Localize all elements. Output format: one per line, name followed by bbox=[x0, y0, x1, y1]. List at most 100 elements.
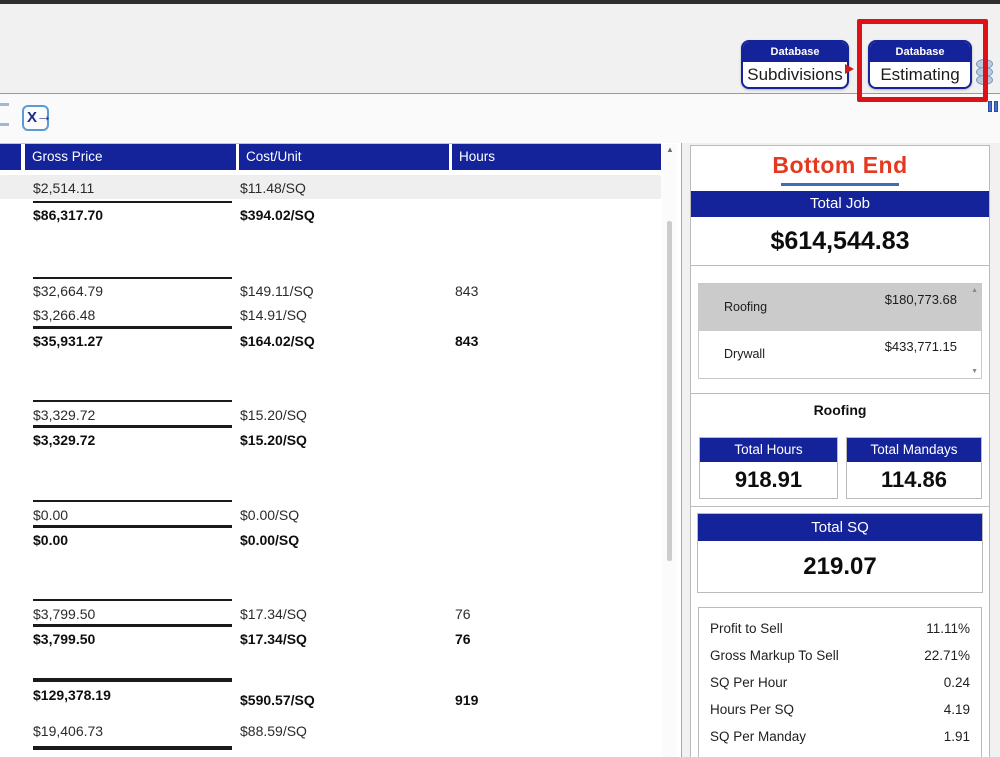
top-divider bbox=[0, 93, 1000, 94]
red-highlight-annotation bbox=[857, 19, 988, 102]
metric-value: 22.71% bbox=[924, 648, 970, 663]
database-subdivisions-button[interactable]: Database Subdivisions bbox=[741, 40, 849, 89]
database-badge: Database bbox=[743, 42, 847, 62]
grand-total-rule bbox=[33, 678, 232, 682]
database-estimating-button[interactable]: Database Estimating bbox=[868, 40, 972, 89]
trade-detail-section: Roofing Total Hours 918.91 Total Mandays… bbox=[691, 393, 989, 507]
metric-row: SQ Per Hour 0.24 bbox=[699, 669, 981, 696]
scroll-up-icon[interactable]: ▲ bbox=[971, 287, 978, 294]
total-hours-tile: Total Hours 918.91 bbox=[699, 437, 838, 499]
table-row[interactable]: $19,406.73 $88.59/SQ bbox=[0, 720, 661, 742]
hours-cell: 843 bbox=[455, 333, 479, 349]
gross-price-cell: $3,799.50 bbox=[33, 631, 96, 647]
gross-price-cell: $19,406.73 bbox=[33, 723, 104, 739]
cost-unit-cell: $15.20/SQ bbox=[240, 432, 307, 448]
table-row[interactable]: $2,514.11 $11.48/SQ bbox=[0, 177, 661, 199]
sum-rule bbox=[33, 326, 232, 329]
metric-value: 1.91 bbox=[943, 729, 970, 744]
metric-value: 0.24 bbox=[943, 675, 970, 690]
table-row-subtotal[interactable]: $86,317.70 $394.02/SQ bbox=[0, 204, 661, 226]
sum-rule bbox=[33, 201, 232, 203]
gross-price-cell: $35,931.27 bbox=[33, 333, 104, 349]
metric-value: 11.11% bbox=[926, 621, 970, 636]
trade-value: $433,771.15 bbox=[884, 339, 957, 354]
cost-unit-cell: $0.00/SQ bbox=[240, 532, 300, 548]
clipped-toolbar-icon bbox=[0, 103, 9, 106]
toolbar bbox=[0, 94, 1000, 143]
trade-name: Drywall bbox=[724, 347, 765, 361]
table-row-subtotal[interactable]: $3,329.72 $15.20/SQ bbox=[0, 429, 661, 451]
cost-unit-cell: $11.48/SQ bbox=[240, 180, 306, 196]
metrics-section: Profit to Sell 11.11% Gross Markup To Se… bbox=[698, 607, 982, 757]
total-hours-value: 918.91 bbox=[734, 467, 803, 492]
section-divider bbox=[691, 265, 989, 266]
excel-arrow-glyph: → bbox=[36, 108, 52, 125]
cost-unit-cell: $164.02/SQ bbox=[240, 333, 315, 349]
panel-title: Bottom End bbox=[772, 152, 908, 178]
panel-title-underline bbox=[781, 183, 899, 186]
metric-label: Hours Per SQ bbox=[710, 702, 795, 717]
window-top-strip bbox=[0, 0, 1000, 4]
sum-rule bbox=[33, 599, 232, 601]
table-row-subtotal[interactable]: $0.00 $0.00/SQ bbox=[0, 529, 661, 551]
metric-row: Hours Per SQ 4.19 bbox=[699, 696, 981, 723]
table-row[interactable]: $3,799.50 $17.34/SQ 76 bbox=[0, 603, 661, 625]
table-scrollbar-thumb[interactable] bbox=[667, 221, 672, 561]
cost-unit-cell: $590.57/SQ bbox=[240, 692, 315, 708]
cost-unit-cell: $149.11/SQ bbox=[240, 283, 314, 299]
grid-header-hours[interactable]: Hours bbox=[452, 144, 661, 170]
gross-price-cell: $0.00 bbox=[33, 532, 69, 548]
metric-value: 4.19 bbox=[943, 702, 970, 717]
total-mandays-value: 114.86 bbox=[880, 467, 948, 492]
trade-detail-title: Roofing bbox=[813, 402, 867, 418]
total-hours-label: Total Hours bbox=[700, 438, 837, 462]
trade-list-item-drywall[interactable]: Drywall $433,771.15 bbox=[699, 331, 981, 378]
sum-rule bbox=[33, 500, 232, 502]
scroll-up-icon[interactable]: ▲ bbox=[666, 145, 674, 154]
total-sq-tile: Total SQ 219.07 bbox=[697, 513, 983, 593]
estimate-grid bbox=[0, 143, 661, 757]
gross-price-cell: $32,664.79 bbox=[33, 283, 104, 299]
grid-header-cost-unit[interactable]: Cost/Unit bbox=[239, 144, 449, 170]
table-row-total-clipped[interactable]: $148,784.92 bbox=[0, 751, 661, 757]
table-row-total[interactable]: $129,378.19 $590.57/SQ 919 bbox=[0, 684, 661, 708]
total-mandays-tile: Total Mandays 114.86 bbox=[846, 437, 982, 499]
table-row[interactable]: $0.00 $0.00/SQ bbox=[0, 504, 661, 526]
grid-header-gross-price[interactable]: Gross Price bbox=[25, 144, 236, 170]
gross-price-cell: $3,329.72 bbox=[33, 407, 96, 423]
gross-price-cell: $86,317.70 bbox=[33, 207, 104, 223]
gross-price-cell: $148,784.92 bbox=[33, 751, 231, 757]
table-row-subtotal[interactable]: $35,931.27 $164.02/SQ 843 bbox=[0, 330, 661, 352]
top-bar bbox=[0, 4, 1000, 93]
cost-unit-cell: $88.59/SQ bbox=[240, 723, 307, 739]
grid-header-clipped-column bbox=[0, 144, 21, 170]
table-row[interactable]: $3,329.72 $15.20/SQ bbox=[0, 404, 661, 426]
selected-row-stripe bbox=[0, 175, 661, 199]
metric-label: SQ Per Hour bbox=[710, 675, 788, 690]
metric-label: SQ Per Manday bbox=[710, 729, 807, 744]
total-sq-value: 219.07 bbox=[803, 553, 877, 580]
metric-row: Profit to Sell 11.11% bbox=[699, 615, 981, 642]
cost-unit-cell: $14.91/SQ bbox=[240, 307, 307, 323]
total-job-value: $614,544.83 bbox=[770, 227, 910, 255]
sum-rule bbox=[33, 425, 232, 428]
table-row-subtotal[interactable]: $3,799.50 $17.34/SQ 76 bbox=[0, 628, 661, 650]
table-row[interactable]: $3,266.48 $14.91/SQ bbox=[0, 304, 661, 326]
metric-row: SQ Per Manday 1.91 bbox=[699, 723, 981, 750]
clipped-toolbar-icon bbox=[0, 123, 9, 126]
cost-unit-cell: $17.34/SQ bbox=[240, 606, 307, 622]
cost-unit-cell: $17.34/SQ bbox=[240, 631, 307, 647]
gross-price-cell: $3,799.50 bbox=[33, 606, 96, 622]
table-row[interactable]: $32,664.79 $149.11/SQ 843 bbox=[0, 280, 661, 302]
estimating-button-label: Estimating bbox=[880, 65, 960, 84]
cost-unit-cell: $0.00/SQ bbox=[240, 507, 300, 523]
trade-list-item-roofing[interactable]: Roofing $180,773.68 bbox=[699, 284, 981, 331]
scroll-down-icon[interactable]: ▼ bbox=[971, 368, 978, 375]
red-arrow-annotation bbox=[845, 64, 854, 74]
total-job-header: Total Job bbox=[691, 191, 989, 217]
grid-header-topline bbox=[0, 143, 661, 144]
subdivisions-button-label: Subdivisions bbox=[747, 65, 843, 84]
export-to-excel-icon[interactable]: X → bbox=[22, 105, 52, 131]
total-sq-label: Total SQ bbox=[698, 514, 982, 541]
